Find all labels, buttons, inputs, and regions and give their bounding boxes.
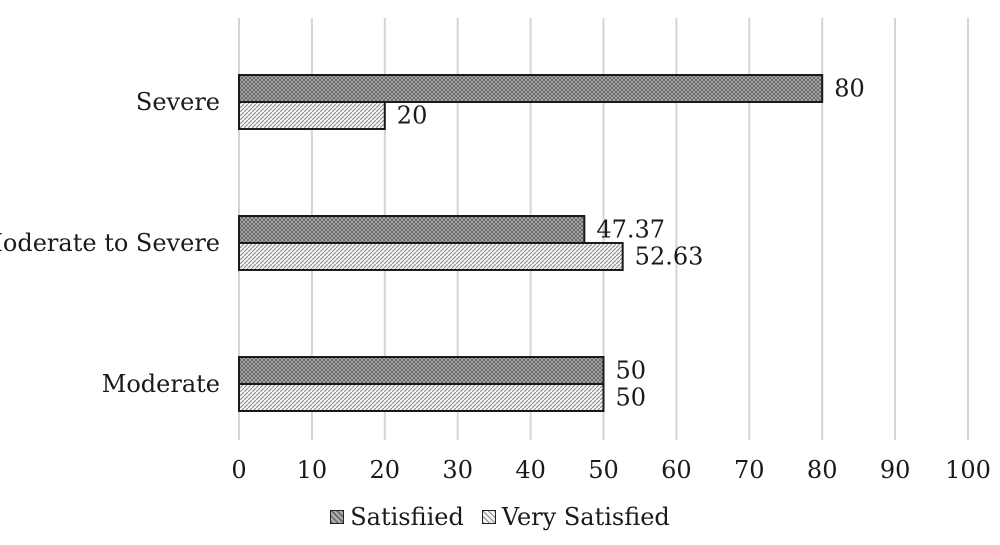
legend-item-very-satisfied: Very Satisfied (481, 503, 670, 531)
bar-very-satisfied-severe (238, 101, 386, 130)
bars (238, 74, 824, 412)
x-tick-label-80: 80 (807, 456, 838, 484)
data-label-very-satisfied-moderate: 50 (616, 384, 647, 412)
category-label-severe: Severe (136, 88, 220, 116)
data-label-satisfiied-moderate: 50 (616, 357, 647, 385)
data-label-very-satisfied-moderate-to-severe: 52.63 (635, 243, 704, 271)
data-label-very-satisfied-severe: 20 (397, 102, 428, 130)
x-tick-label-70: 70 (734, 456, 765, 484)
x-axis-ticks: 0 10 20 30 40 50 60 70 80 90 100 (231, 456, 991, 484)
x-tick-label-90: 90 (880, 456, 911, 484)
legend-label-satisfied: Satisfiied (350, 503, 464, 531)
legend-item-satisfied: Satisfiied (330, 503, 464, 531)
legend: Satisfiied Very Satisfied (0, 500, 1000, 534)
x-tick-label-0: 0 (231, 456, 246, 484)
bar-satisfiied-severe (238, 74, 824, 103)
bar-satisfiied-moderate-to-severe (238, 215, 586, 244)
bar-very-satisfied-moderate-to-severe (238, 242, 624, 271)
x-tick-label-50: 50 (588, 456, 619, 484)
category-label-moderate: Moderate (102, 370, 220, 398)
legend-swatch-satisfied (330, 510, 345, 524)
data-label-satisfiied-moderate-to-severe: 47.37 (596, 216, 665, 244)
x-tick-label-30: 30 (442, 456, 473, 484)
x-tick-label-60: 60 (661, 456, 692, 484)
x-tick-label-100: 100 (945, 456, 991, 484)
x-tick-label-10: 10 (297, 456, 328, 484)
legend-swatch-very-satisfied (481, 510, 496, 524)
x-tick-label-20: 20 (370, 456, 401, 484)
bar-satisfiied-moderate (238, 356, 605, 385)
category-label-moderate-to-severe: Moderate to Severe (0, 229, 220, 257)
x-tick-label-40: 40 (515, 456, 546, 484)
data-label-satisfiied-severe: 80 (834, 75, 865, 103)
legend-label-very-satisfied: Very Satisfied (501, 503, 670, 531)
bar-very-satisfied-moderate (238, 383, 605, 412)
category-labels: Severe Moderate to Severe Moderate (0, 88, 220, 398)
